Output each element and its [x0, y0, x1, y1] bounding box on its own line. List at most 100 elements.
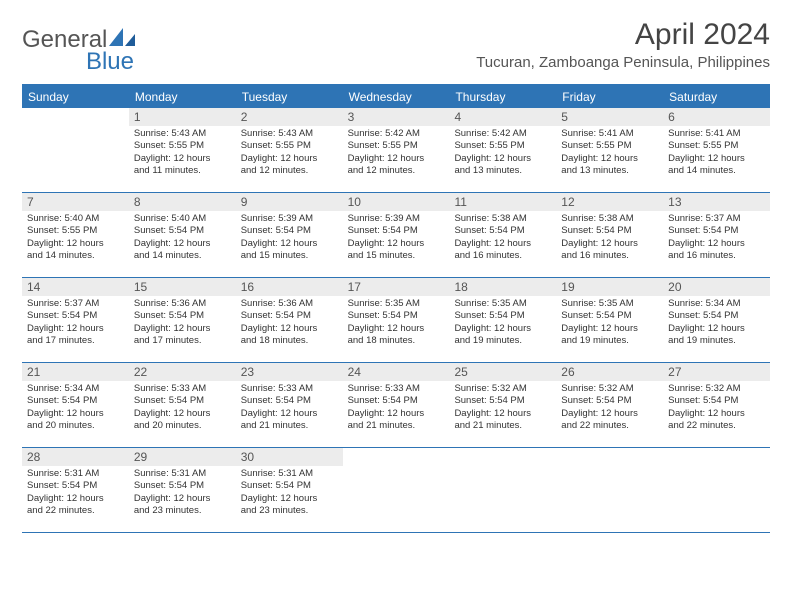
sunset-text: Sunset: 5:54 PM — [454, 225, 551, 237]
daylight-text: and 22 minutes. — [668, 420, 765, 432]
day-body: Sunrise: 5:40 AMSunset: 5:54 PMDaylight:… — [129, 211, 236, 266]
day-cell: 22Sunrise: 5:33 AMSunset: 5:54 PMDayligh… — [129, 363, 236, 447]
day-cell — [22, 108, 129, 192]
day-number: 23 — [236, 363, 343, 381]
daylight-text: and 12 minutes. — [241, 165, 338, 177]
day-body: Sunrise: 5:31 AMSunset: 5:54 PMDaylight:… — [236, 466, 343, 521]
sunrise-text: Sunrise: 5:31 AM — [27, 468, 124, 480]
day-cell: 23Sunrise: 5:33 AMSunset: 5:54 PMDayligh… — [236, 363, 343, 447]
weekday-header: Monday — [129, 86, 236, 108]
sunrise-text: Sunrise: 5:36 AM — [134, 298, 231, 310]
day-cell: 5Sunrise: 5:41 AMSunset: 5:55 PMDaylight… — [556, 108, 663, 192]
day-cell: 8Sunrise: 5:40 AMSunset: 5:54 PMDaylight… — [129, 193, 236, 277]
day-cell: 16Sunrise: 5:36 AMSunset: 5:54 PMDayligh… — [236, 278, 343, 362]
calendar-page: GeneralBlue April 2024 Tucuran, Zamboang… — [0, 0, 792, 551]
sunset-text: Sunset: 5:55 PM — [561, 140, 658, 152]
day-cell: 26Sunrise: 5:32 AMSunset: 5:54 PMDayligh… — [556, 363, 663, 447]
daylight-text: Daylight: 12 hours — [561, 153, 658, 165]
daylight-text: Daylight: 12 hours — [241, 493, 338, 505]
daylight-text: Daylight: 12 hours — [27, 408, 124, 420]
sunset-text: Sunset: 5:54 PM — [561, 225, 658, 237]
sunset-text: Sunset: 5:54 PM — [27, 395, 124, 407]
day-body: Sunrise: 5:38 AMSunset: 5:54 PMDaylight:… — [556, 211, 663, 266]
daylight-text: Daylight: 12 hours — [348, 323, 445, 335]
daylight-text: Daylight: 12 hours — [27, 238, 124, 250]
sunrise-text: Sunrise: 5:43 AM — [134, 128, 231, 140]
daylight-text: Daylight: 12 hours — [668, 408, 765, 420]
title-block: April 2024 Tucuran, Zamboanga Peninsula,… — [476, 18, 770, 71]
day-cell — [663, 448, 770, 532]
day-number: 20 — [663, 278, 770, 296]
week-row: 14Sunrise: 5:37 AMSunset: 5:54 PMDayligh… — [22, 278, 770, 363]
sunset-text: Sunset: 5:54 PM — [348, 225, 445, 237]
daylight-text: and 11 minutes. — [134, 165, 231, 177]
day-cell: 27Sunrise: 5:32 AMSunset: 5:54 PMDayligh… — [663, 363, 770, 447]
weekday-header: Thursday — [449, 86, 556, 108]
day-body: Sunrise: 5:33 AMSunset: 5:54 PMDaylight:… — [343, 381, 450, 436]
daylight-text: and 13 minutes. — [454, 165, 551, 177]
weekday-header: Wednesday — [343, 86, 450, 108]
day-body: Sunrise: 5:42 AMSunset: 5:55 PMDaylight:… — [449, 126, 556, 181]
sunset-text: Sunset: 5:54 PM — [454, 395, 551, 407]
daylight-text: and 17 minutes. — [27, 335, 124, 347]
day-body: Sunrise: 5:33 AMSunset: 5:54 PMDaylight:… — [236, 381, 343, 436]
sunset-text: Sunset: 5:54 PM — [348, 395, 445, 407]
day-cell: 2Sunrise: 5:43 AMSunset: 5:55 PMDaylight… — [236, 108, 343, 192]
sunrise-text: Sunrise: 5:38 AM — [561, 213, 658, 225]
daylight-text: and 17 minutes. — [134, 335, 231, 347]
day-number: 7 — [22, 193, 129, 211]
daylight-text: Daylight: 12 hours — [454, 238, 551, 250]
day-cell: 29Sunrise: 5:31 AMSunset: 5:54 PMDayligh… — [129, 448, 236, 532]
week-row: 1Sunrise: 5:43 AMSunset: 5:55 PMDaylight… — [22, 108, 770, 193]
daylight-text: and 18 minutes. — [348, 335, 445, 347]
sunset-text: Sunset: 5:54 PM — [134, 395, 231, 407]
day-number: 26 — [556, 363, 663, 381]
daylight-text: and 20 minutes. — [134, 420, 231, 432]
week-row: 21Sunrise: 5:34 AMSunset: 5:54 PMDayligh… — [22, 363, 770, 448]
day-cell: 21Sunrise: 5:34 AMSunset: 5:54 PMDayligh… — [22, 363, 129, 447]
day-number: 12 — [556, 193, 663, 211]
day-number: 29 — [129, 448, 236, 466]
daylight-text: and 23 minutes. — [241, 505, 338, 517]
day-body: Sunrise: 5:41 AMSunset: 5:55 PMDaylight:… — [556, 126, 663, 181]
daylight-text: and 21 minutes. — [241, 420, 338, 432]
day-cell — [556, 448, 663, 532]
weekday-header: Tuesday — [236, 86, 343, 108]
daylight-text: Daylight: 12 hours — [454, 408, 551, 420]
sunrise-text: Sunrise: 5:42 AM — [454, 128, 551, 140]
sunset-text: Sunset: 5:54 PM — [348, 310, 445, 322]
day-cell: 12Sunrise: 5:38 AMSunset: 5:54 PMDayligh… — [556, 193, 663, 277]
day-number: 13 — [663, 193, 770, 211]
daylight-text: Daylight: 12 hours — [27, 323, 124, 335]
day-cell: 11Sunrise: 5:38 AMSunset: 5:54 PMDayligh… — [449, 193, 556, 277]
sunset-text: Sunset: 5:54 PM — [134, 310, 231, 322]
day-body: Sunrise: 5:36 AMSunset: 5:54 PMDaylight:… — [236, 296, 343, 351]
day-body: Sunrise: 5:32 AMSunset: 5:54 PMDaylight:… — [449, 381, 556, 436]
daylight-text: and 15 minutes. — [241, 250, 338, 262]
day-number: 28 — [22, 448, 129, 466]
daylight-text: Daylight: 12 hours — [134, 153, 231, 165]
day-body: Sunrise: 5:37 AMSunset: 5:54 PMDaylight:… — [22, 296, 129, 351]
sunrise-text: Sunrise: 5:40 AM — [27, 213, 124, 225]
day-body: Sunrise: 5:39 AMSunset: 5:54 PMDaylight:… — [236, 211, 343, 266]
sunset-text: Sunset: 5:54 PM — [668, 225, 765, 237]
daylight-text: Daylight: 12 hours — [561, 408, 658, 420]
day-number: 5 — [556, 108, 663, 126]
day-cell: 13Sunrise: 5:37 AMSunset: 5:54 PMDayligh… — [663, 193, 770, 277]
day-body: Sunrise: 5:35 AMSunset: 5:54 PMDaylight:… — [556, 296, 663, 351]
day-cell: 30Sunrise: 5:31 AMSunset: 5:54 PMDayligh… — [236, 448, 343, 532]
day-body: Sunrise: 5:34 AMSunset: 5:54 PMDaylight:… — [22, 381, 129, 436]
day-body: Sunrise: 5:35 AMSunset: 5:54 PMDaylight:… — [343, 296, 450, 351]
sunset-text: Sunset: 5:54 PM — [454, 310, 551, 322]
day-body: Sunrise: 5:43 AMSunset: 5:55 PMDaylight:… — [236, 126, 343, 181]
day-cell: 28Sunrise: 5:31 AMSunset: 5:54 PMDayligh… — [22, 448, 129, 532]
day-body: Sunrise: 5:31 AMSunset: 5:54 PMDaylight:… — [129, 466, 236, 521]
day-body: Sunrise: 5:36 AMSunset: 5:54 PMDaylight:… — [129, 296, 236, 351]
day-body: Sunrise: 5:33 AMSunset: 5:54 PMDaylight:… — [129, 381, 236, 436]
weekday-header: Sunday — [22, 86, 129, 108]
sunrise-text: Sunrise: 5:39 AM — [241, 213, 338, 225]
week-row: 7Sunrise: 5:40 AMSunset: 5:55 PMDaylight… — [22, 193, 770, 278]
day-body: Sunrise: 5:41 AMSunset: 5:55 PMDaylight:… — [663, 126, 770, 181]
sunset-text: Sunset: 5:54 PM — [134, 225, 231, 237]
day-body: Sunrise: 5:35 AMSunset: 5:54 PMDaylight:… — [449, 296, 556, 351]
